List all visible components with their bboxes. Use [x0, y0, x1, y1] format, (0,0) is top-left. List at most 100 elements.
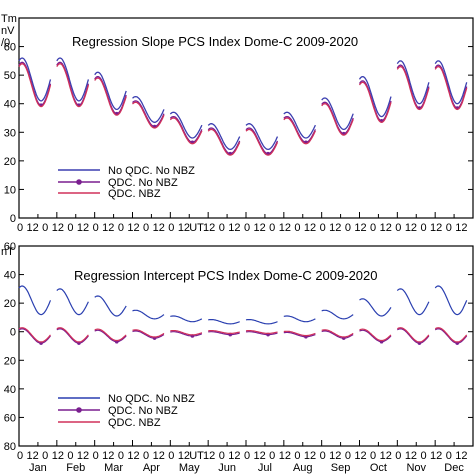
slope-unit-label-2: nV	[1, 25, 15, 37]
slope-series-1-segment	[94, 71, 127, 111]
slope-series-1-segment	[132, 95, 165, 123]
intercept-series-3-segment	[208, 330, 240, 334]
x-tick-label: 12	[153, 450, 165, 462]
y-tick-label: 40	[4, 384, 16, 396]
x-tick-label: 12	[52, 450, 64, 462]
intercept-series-1-segment	[132, 309, 165, 320]
x-tick-label: 0	[143, 222, 149, 234]
slope-series-group	[18, 57, 468, 156]
x-tick-label: 0	[17, 450, 23, 462]
x-tick-label: 0	[269, 450, 275, 462]
x-tick-label: 12	[228, 450, 240, 462]
month-label: Nov	[406, 462, 426, 474]
x-tick-label: 12	[405, 222, 417, 234]
intercept-series-1-segment	[208, 319, 240, 325]
intercept-series-3-segment	[132, 329, 165, 338]
x-tick-label: UT	[189, 450, 204, 462]
y-tick-label: 60	[4, 241, 16, 253]
y-tick-label: 40	[4, 99, 16, 111]
x-tick-label: 12	[102, 222, 114, 234]
month-label: Apr	[143, 462, 160, 474]
slope-legend-label-3: QDC. NBZ	[108, 188, 161, 200]
slope-series-1-segment	[18, 57, 52, 102]
intercept-series-2-segment	[321, 330, 354, 339]
x-tick-label: 12	[329, 450, 341, 462]
x-tick-label: 0	[244, 450, 250, 462]
slope-series-1-segment	[321, 97, 354, 131]
x-tick-label: 0	[118, 450, 124, 462]
slope-series-3-segment	[321, 103, 354, 136]
slope-series-3-segment	[245, 128, 279, 156]
intercept-legend-label-2: QDC. No NBZ	[108, 405, 178, 417]
x-tick-label: 12	[304, 450, 316, 462]
intercept-series-3-segment	[283, 330, 316, 337]
month-label: Oct	[370, 462, 387, 474]
x-tick-label: 12	[380, 222, 392, 234]
x-tick-label: 12	[304, 222, 316, 234]
x-tick-label: 12	[26, 222, 38, 234]
slope-series-3-segment	[358, 81, 392, 123]
slope-series-3-segment	[207, 128, 241, 156]
x-tick-label: 0	[168, 222, 174, 234]
y-tick-label: 60	[4, 412, 16, 424]
x-tick-label: 0	[370, 222, 376, 234]
slope-chart: Tm nV /0 Regression Slope PCS Index Dome…	[1, 13, 474, 234]
intercept-series-2-segment	[56, 328, 89, 344]
x-tick-label: 0	[446, 222, 452, 234]
y-tick-label: 50	[4, 70, 16, 82]
x-tick-label: 0	[345, 222, 351, 234]
x-tick-label: 12	[253, 450, 265, 462]
intercept-series-1-segment	[56, 288, 89, 316]
intercept-series-1-segment	[359, 298, 392, 317]
slope-series-3-segment	[169, 117, 203, 145]
slope-series-1-segment	[56, 57, 90, 102]
x-tick-label: 0	[320, 222, 326, 234]
slope-series-2-segment	[283, 115, 316, 143]
y-tick-label: 40	[4, 270, 16, 282]
slope-series-3-segment	[18, 63, 52, 108]
intercept-series-1-segment	[94, 295, 127, 317]
x-tick-label: 0	[143, 450, 149, 462]
x-tick-label: 12	[203, 450, 215, 462]
x-tick-label: 12	[455, 222, 467, 234]
x-tick-label: 0	[244, 222, 250, 234]
slope-series-2-segment	[132, 100, 165, 128]
slope-chart-title: Regression Slope PCS Index Dome-C 2009-2…	[72, 34, 358, 49]
x-tick-label: 0	[294, 222, 300, 234]
slope-series-3-segment	[94, 77, 127, 116]
slope-legend-label-1: No QDC. No NBZ	[108, 165, 195, 177]
slope-series-2-segment	[321, 101, 354, 135]
x-tick-label: 0	[67, 222, 73, 234]
y-tick-label: 20	[4, 298, 16, 310]
intercept-legend: No QDC. No NBZ QDC. No NBZ QDC. NBZ	[58, 393, 195, 429]
x-tick-label: 12	[430, 222, 442, 234]
x-tick-label: 0	[370, 450, 376, 462]
x-tick-label: 12	[52, 222, 64, 234]
intercept-series-2-segment	[170, 331, 203, 337]
x-tick-label: 12	[77, 450, 89, 462]
intercept-y-axis: 60 40 20 0 20 40 60 80	[4, 241, 473, 453]
x-tick-label: 0	[395, 222, 401, 234]
x-tick-label: 12	[329, 222, 341, 234]
intercept-unit-label: nT	[1, 246, 14, 258]
month-label: Mar	[104, 462, 123, 474]
x-tick-label: 12	[26, 450, 38, 462]
slope-unit-label-1: Tm	[1, 13, 17, 25]
y-tick-label: 20	[4, 355, 16, 367]
x-tick-label: 12	[405, 450, 417, 462]
intercept-x-axis: 0 12 0 12 0 12 0 12 0 12 0 12 0 12 UT 12 0 12 0 12 0 12 0 12 0 12…	[17, 440, 474, 462]
intercept-series-3-segment	[18, 327, 51, 343]
y-tick-label: 30	[4, 127, 16, 139]
x-tick-label: 0	[219, 450, 225, 462]
intercept-month-labels: Jan Feb Mar Apr May Jun Jul Aug Sep Oct Nov Dec	[29, 462, 464, 474]
x-tick-label: 0	[93, 222, 99, 234]
month-label: Dec	[444, 462, 464, 474]
x-tick-label: 0	[118, 222, 124, 234]
intercept-series-2-segment	[208, 331, 240, 336]
intercept-series-2-segment	[245, 331, 278, 336]
intercept-series-2-segment	[397, 328, 430, 344]
y-tick-label: 0	[10, 327, 16, 339]
x-tick-label: 0	[67, 450, 73, 462]
x-tick-label: 12	[354, 222, 366, 234]
month-label: May	[179, 462, 200, 474]
